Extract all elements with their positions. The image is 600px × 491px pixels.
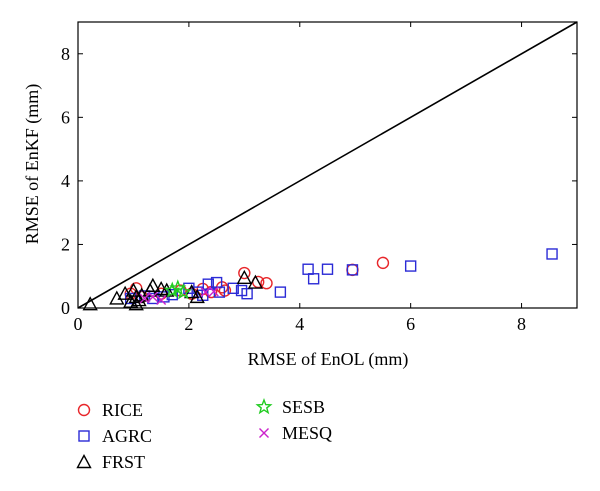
legend-marker-agrc — [78, 430, 90, 442]
agrc-point — [302, 263, 314, 275]
agrc-point — [546, 248, 558, 260]
rice-point — [346, 263, 359, 277]
agrc-point — [147, 292, 159, 305]
x-tick-label: 0 — [74, 314, 83, 334]
legend-marker-sesb — [255, 398, 273, 415]
x-stroke — [139, 293, 150, 304]
legend-marker-frst — [76, 454, 92, 469]
y-tick-label: 2 — [61, 234, 70, 254]
rice-point — [260, 277, 273, 290]
frst-point — [145, 277, 161, 292]
x-stroke — [208, 286, 219, 297]
frst-point — [128, 288, 144, 304]
y-tick-label: 0 — [61, 298, 70, 318]
plot-area — [77, 21, 578, 311]
y-tick-label: 4 — [61, 171, 70, 191]
series-agrc — [124, 248, 558, 305]
series-mesq — [139, 286, 219, 306]
mesq-point — [139, 293, 150, 304]
x-stroke — [259, 428, 269, 438]
rice-point — [238, 266, 251, 280]
agrc-point — [346, 264, 359, 276]
legend-item-frst: FRST — [76, 452, 145, 472]
sesb-point — [163, 281, 181, 298]
legend-marker-mesq — [259, 428, 269, 438]
frst-point — [236, 269, 253, 285]
legend-item-sesb: SESB — [255, 397, 325, 417]
legend-item-agrc: AGRC — [78, 426, 152, 446]
mesq-point — [208, 286, 219, 297]
x-tick-label: 6 — [406, 314, 415, 334]
agrc-point — [227, 282, 239, 294]
tick-labels: 0 2 4 6 8 0 2 4 6 8 — [61, 44, 526, 334]
mesq-point — [147, 291, 158, 302]
y-axis-label: RMSE of EnKF (mm) — [22, 84, 43, 245]
agrc-point — [321, 263, 334, 275]
legend-label-mesq: MESQ — [282, 423, 332, 443]
one-to-one-line — [77, 21, 578, 309]
legend-label-rice: RICE — [102, 400, 143, 420]
agrc-point — [307, 273, 320, 285]
sesb-point — [174, 283, 192, 300]
frst-point — [189, 288, 205, 304]
x-stroke — [200, 287, 211, 298]
y-tick-label: 8 — [61, 44, 70, 64]
series-frst — [82, 269, 264, 311]
series-sesb — [163, 279, 192, 300]
agrc-point — [404, 260, 417, 272]
x-tick-label: 4 — [295, 314, 304, 334]
legend-label-frst: FRST — [102, 452, 145, 472]
agrc-point — [274, 286, 287, 298]
x-tick-label: 8 — [517, 314, 526, 334]
legend-label-sesb: SESB — [282, 397, 325, 417]
mesq-point — [200, 287, 211, 298]
x-tick-label: 2 — [184, 314, 193, 334]
legend-marker-rice — [77, 403, 91, 417]
mesq-point — [156, 295, 167, 306]
x-stroke — [156, 295, 167, 306]
legend-label-agrc: AGRC — [102, 426, 152, 446]
plot-frame — [77, 21, 578, 309]
legend-item-mesq: MESQ — [259, 423, 332, 443]
frst-point — [247, 274, 264, 289]
y-tick-label: 6 — [61, 107, 70, 127]
legend-item-rice: RICE — [77, 400, 143, 420]
x-axis-label: RMSE of EnOL (mm) — [248, 349, 409, 370]
legend: RICE AGRC FRST SESB MESQ — [76, 397, 332, 472]
agrc-point — [241, 288, 253, 300]
frst-point — [82, 296, 98, 311]
x-stroke — [147, 291, 158, 302]
rice-point — [376, 256, 390, 270]
frst-point — [159, 282, 175, 297]
